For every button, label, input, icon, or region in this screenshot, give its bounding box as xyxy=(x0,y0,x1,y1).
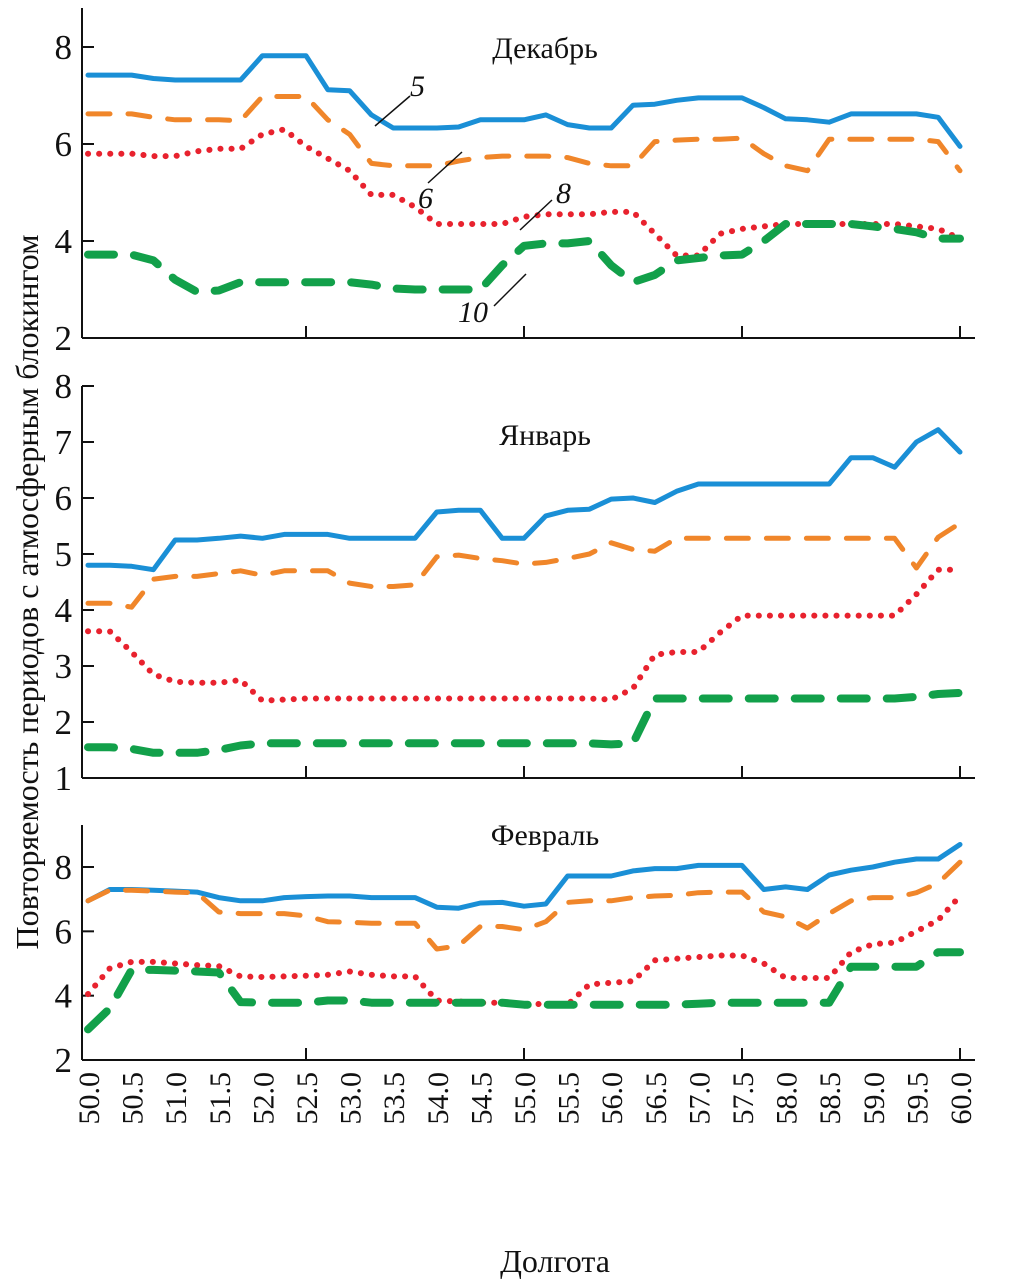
y-tick-label: 3 xyxy=(55,647,73,686)
x-tick-label: 58.0 xyxy=(771,1072,804,1125)
series-line-8 xyxy=(85,566,963,704)
y-tick-label: 6 xyxy=(55,125,73,164)
y-tick-label: 7 xyxy=(55,423,73,462)
annotation-leader-line xyxy=(427,151,463,184)
x-tick-label: 56.5 xyxy=(640,1072,673,1125)
y-tick-label: 4 xyxy=(55,977,73,1016)
x-tick-label: 52.0 xyxy=(247,1072,280,1125)
annotation-label: 10 xyxy=(458,296,488,329)
annotation-6: 6 xyxy=(418,151,463,215)
annotation-10: 10 xyxy=(458,273,527,329)
series-line-6 xyxy=(85,859,963,952)
annotation-leader-line xyxy=(493,273,527,307)
x-tick-label: 57.0 xyxy=(683,1072,716,1125)
series-line-5 xyxy=(85,842,963,911)
x-tick-label: 59.5 xyxy=(901,1072,934,1125)
series-line-10 xyxy=(84,948,964,1034)
series-line-5 xyxy=(85,427,963,573)
annotation-label: 8 xyxy=(556,177,571,210)
annotation-label: 6 xyxy=(418,182,433,215)
annotation-8: 8 xyxy=(519,177,571,231)
y-tick-label: 2 xyxy=(55,319,73,358)
panel-title: Февраль xyxy=(491,819,599,852)
annotation-leader-line xyxy=(374,95,411,127)
series-line-10 xyxy=(84,220,964,296)
y-tick-label: 8 xyxy=(55,367,73,406)
y-tick-label: 5 xyxy=(55,535,73,574)
x-tick-label: 56.0 xyxy=(596,1072,629,1125)
y-tick-label: 6 xyxy=(55,912,73,951)
series-line-10 xyxy=(84,688,964,757)
series-line-6 xyxy=(85,94,963,174)
x-tick-label: 51.0 xyxy=(160,1072,193,1125)
panel-3: 2 4 6 8 Февраль xyxy=(55,819,975,1080)
y-tick-label: 8 xyxy=(55,28,73,67)
x-axis-title: Долгота xyxy=(500,1243,610,1279)
panel-title: Январь xyxy=(499,419,591,452)
panel-1: 2 4 6 8 Декабрь 5 6 8 10 xyxy=(55,8,975,358)
x-tick-label: 55.5 xyxy=(553,1072,586,1125)
y-tick-label: 4 xyxy=(55,222,73,261)
annotation-leader-line xyxy=(519,199,553,231)
x-tick-label: 50.0 xyxy=(73,1072,106,1125)
x-tick-label: 58.5 xyxy=(814,1072,847,1125)
x-tick-label: 60.0 xyxy=(945,1072,978,1125)
y-axis-title: Повторяемость периодов с атмосферным бло… xyxy=(9,235,45,950)
y-tick-label: 8 xyxy=(55,848,73,887)
annotation-5: 5 xyxy=(374,70,425,127)
x-tick-label: 55.0 xyxy=(509,1072,542,1125)
x-tick-labels: 50.0 50.5 51.0 51.5 52.0 52.5 53.0 53.5 54.0 54.5… xyxy=(73,1072,978,1125)
x-tick-label: 59.0 xyxy=(858,1072,891,1125)
x-tick-label: 51.5 xyxy=(204,1072,237,1125)
series-line-8 xyxy=(85,893,963,1008)
x-tick-label: 52.5 xyxy=(291,1072,324,1125)
panel-title: Декабрь xyxy=(492,32,598,65)
x-tick-label: 53.0 xyxy=(335,1072,368,1125)
y-tick-label: 1 xyxy=(55,759,73,798)
x-tick-label: 57.5 xyxy=(727,1072,760,1125)
x-tick-label: 54.5 xyxy=(465,1072,498,1125)
series-line-5 xyxy=(85,53,963,149)
series-line-8 xyxy=(85,126,963,259)
series-line-6 xyxy=(85,520,963,610)
x-tick-label: 53.5 xyxy=(378,1072,411,1125)
x-tick-label: 50.5 xyxy=(117,1072,150,1125)
annotation-label: 5 xyxy=(410,70,425,103)
y-tick-label: 6 xyxy=(55,479,73,518)
y-tick-label: 2 xyxy=(55,703,73,742)
panel-2: 1 2 3 4 5 6 7 8 Январь xyxy=(55,367,975,798)
x-tick-label: 54.0 xyxy=(422,1072,455,1125)
y-tick-label: 2 xyxy=(55,1041,73,1080)
y-tick-label: 4 xyxy=(55,591,73,630)
